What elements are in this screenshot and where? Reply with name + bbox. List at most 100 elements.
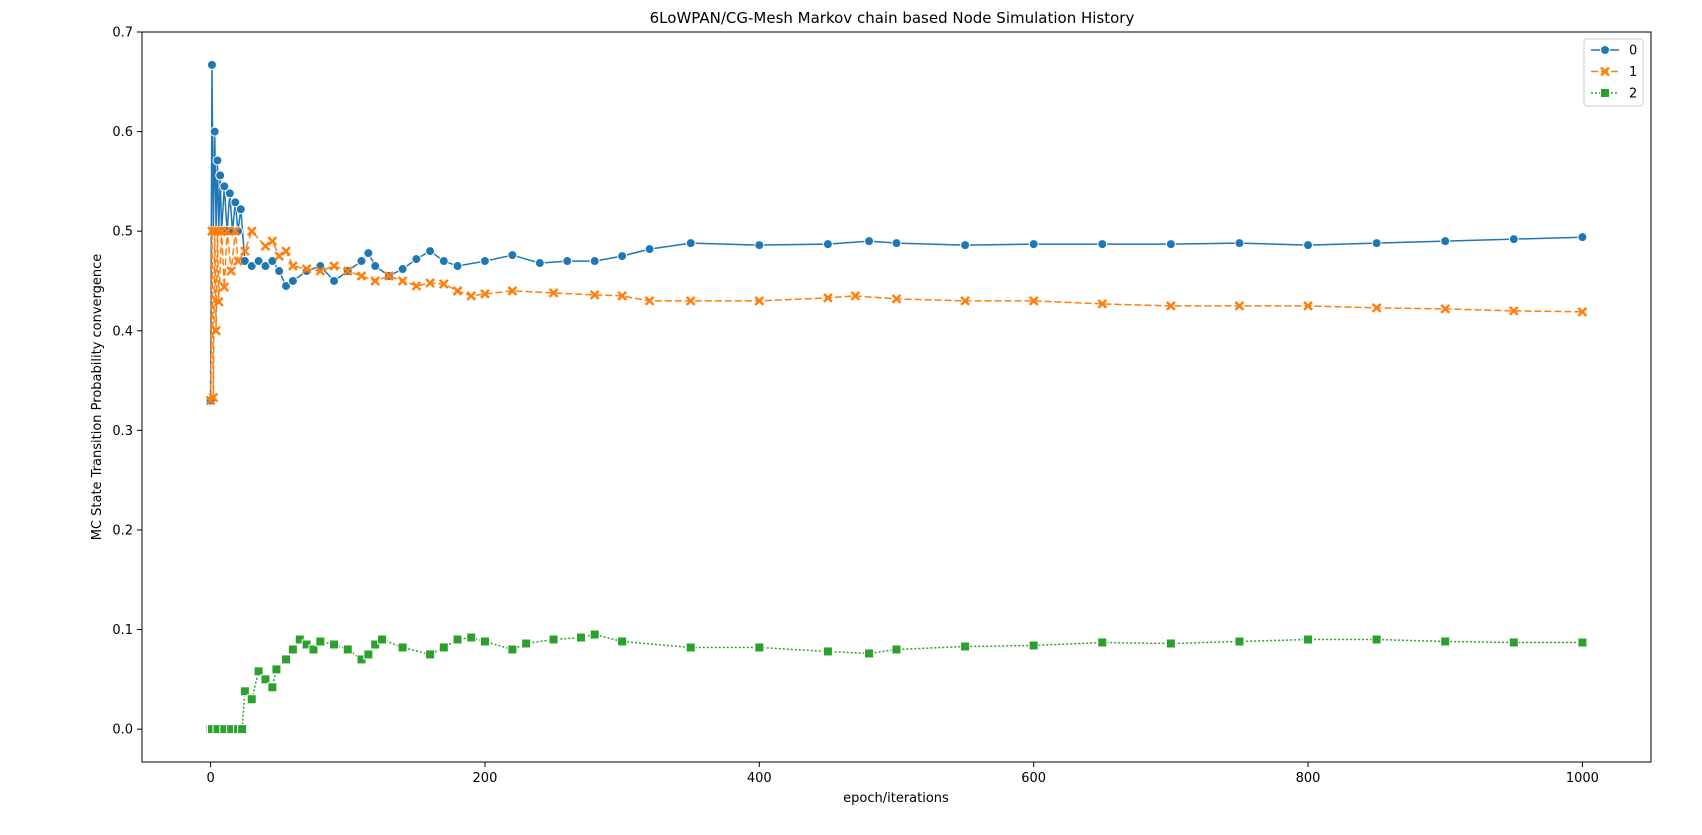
series-1-point bbox=[480, 289, 490, 299]
series-0-point bbox=[425, 246, 436, 257]
y-tick-label: 0.6 bbox=[112, 125, 133, 140]
series-2-point bbox=[521, 638, 532, 649]
series-1-point bbox=[356, 271, 367, 281]
series-0-point bbox=[235, 204, 246, 215]
series-1-point bbox=[589, 290, 600, 300]
series-2-point bbox=[287, 644, 298, 655]
series-0-point bbox=[246, 261, 257, 272]
series-2-point bbox=[271, 664, 282, 675]
series-0-point bbox=[329, 275, 340, 286]
series-0-point bbox=[1508, 234, 1519, 245]
series-1-point bbox=[1371, 302, 1382, 313]
series-2-point bbox=[1028, 640, 1039, 651]
series-1-point bbox=[246, 226, 257, 237]
series-0-point bbox=[822, 239, 833, 250]
series-0-point bbox=[1440, 236, 1451, 247]
series-0-point bbox=[1028, 239, 1039, 250]
legend-marker-2 bbox=[1600, 88, 1610, 98]
series-1-point bbox=[213, 297, 224, 307]
y-axis-ticks: 0.0 0.1 0.2 0.3 0.4 0.5 0.6 0.7 bbox=[112, 26, 142, 738]
series-0-line bbox=[209, 64, 1583, 401]
series-2-point bbox=[548, 634, 559, 645]
series-1-point bbox=[315, 266, 326, 276]
series-0-point bbox=[1097, 239, 1108, 250]
series-1-point bbox=[1165, 300, 1176, 311]
series-1-point bbox=[617, 291, 628, 301]
series-2-point bbox=[237, 724, 248, 735]
y-tick-label: 0.5 bbox=[112, 225, 133, 240]
series-0-point bbox=[206, 59, 217, 70]
legend-marker-0 bbox=[1600, 45, 1610, 55]
series-1-point bbox=[960, 296, 970, 306]
legend-frame bbox=[1583, 38, 1644, 107]
series-0-point bbox=[685, 238, 696, 249]
series-0-point bbox=[267, 256, 278, 267]
series-0-point bbox=[1577, 232, 1588, 243]
series-1-point bbox=[850, 291, 861, 301]
x-tick-label: 200 bbox=[473, 771, 498, 786]
series-0-point bbox=[617, 251, 628, 262]
series-0-point bbox=[239, 256, 250, 267]
series-2-point bbox=[239, 686, 250, 697]
series-0-point bbox=[212, 155, 223, 166]
series-2-point bbox=[1371, 634, 1382, 645]
series-1-point bbox=[411, 281, 422, 291]
series-1-point bbox=[1508, 305, 1519, 316]
series-0-point bbox=[411, 254, 422, 265]
y-tick-label: 0.4 bbox=[112, 324, 133, 339]
series-0-point bbox=[274, 266, 285, 277]
legend-label-1: 1 bbox=[1629, 65, 1637, 80]
series-2-point bbox=[253, 666, 264, 677]
series-0-point bbox=[230, 197, 241, 208]
series-0-point bbox=[562, 256, 573, 267]
series-2-point bbox=[1234, 636, 1245, 647]
series-1-point bbox=[208, 392, 219, 403]
series-2-point bbox=[363, 649, 374, 660]
series-1-point bbox=[219, 282, 230, 292]
series-1-point bbox=[1097, 298, 1108, 309]
series-1-point bbox=[301, 264, 312, 274]
legend-label-0: 0 bbox=[1629, 44, 1637, 59]
series-1-point bbox=[211, 325, 221, 336]
series-0-point bbox=[215, 170, 226, 181]
series-2-point bbox=[479, 636, 490, 647]
legend-marker-1 bbox=[1600, 66, 1610, 77]
series-1-point bbox=[507, 286, 518, 296]
series-1 bbox=[205, 226, 1588, 406]
series-1-point bbox=[342, 266, 353, 276]
series-2-point bbox=[329, 639, 340, 650]
series-0-point bbox=[1234, 238, 1245, 249]
series-0-point bbox=[479, 256, 490, 267]
series-0 bbox=[205, 59, 1588, 406]
y-tick-label: 0.3 bbox=[112, 424, 133, 439]
series-2-point bbox=[466, 632, 477, 643]
series-0-point bbox=[287, 275, 298, 286]
series-1-point bbox=[230, 226, 241, 237]
plot-area-frame bbox=[141, 31, 1652, 763]
series-0-point bbox=[438, 256, 449, 267]
series-2-point bbox=[260, 674, 271, 685]
series-1-point bbox=[370, 276, 381, 286]
series-1-point bbox=[644, 296, 655, 306]
series-0-point bbox=[219, 181, 230, 192]
series-1-point bbox=[452, 286, 463, 296]
series-0-point bbox=[1165, 239, 1176, 250]
series-1-point bbox=[222, 226, 232, 237]
series-2-point bbox=[1508, 637, 1519, 648]
series-1-point bbox=[425, 278, 435, 288]
series-1-point bbox=[1440, 303, 1451, 314]
series-1-point bbox=[226, 266, 237, 276]
series-0-point bbox=[1303, 240, 1314, 251]
x-tick-label: 600 bbox=[1021, 771, 1046, 786]
series-2-point bbox=[891, 644, 902, 655]
series-1-point bbox=[260, 241, 271, 252]
series-2-point bbox=[281, 654, 292, 665]
series-1-point bbox=[823, 293, 833, 303]
series-2-point bbox=[1097, 637, 1108, 648]
series-1-point bbox=[274, 251, 285, 261]
series-1-point bbox=[384, 271, 394, 281]
series-1-point bbox=[685, 296, 696, 306]
legend-label-2: 2 bbox=[1629, 87, 1637, 102]
y-tick-label: 0.2 bbox=[112, 523, 133, 538]
